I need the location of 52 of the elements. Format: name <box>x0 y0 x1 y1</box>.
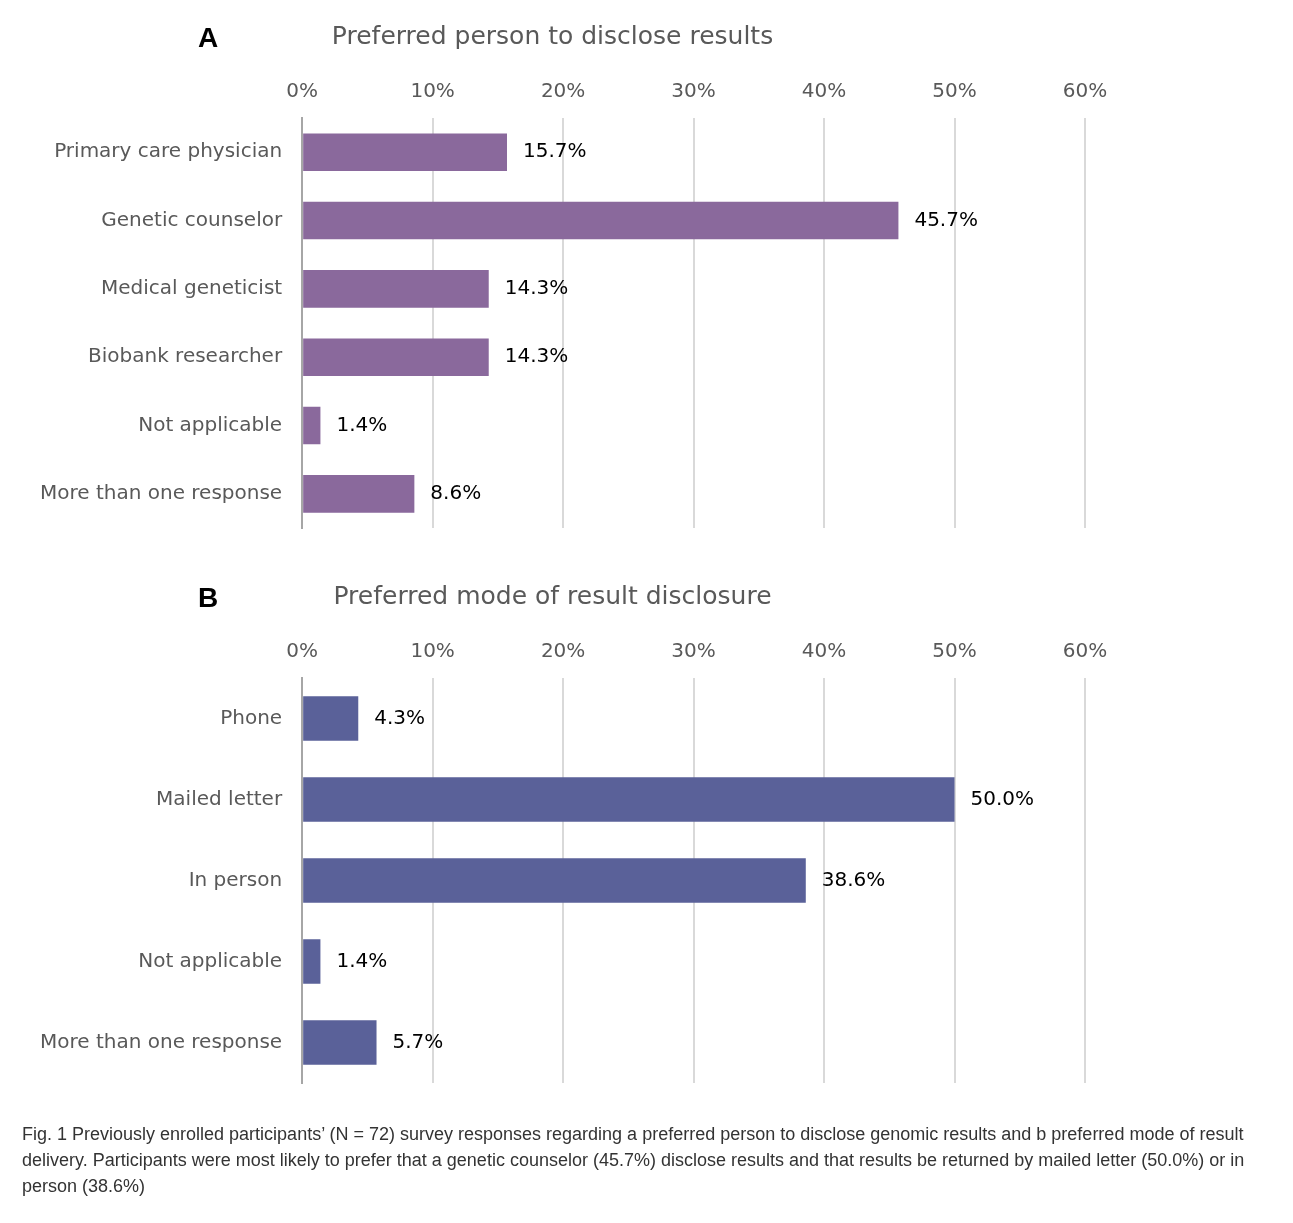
y-tick-label: Biobank researcher <box>88 343 283 368</box>
x-tick-label: 30% <box>671 638 716 663</box>
x-tick-label: 60% <box>1062 78 1108 103</box>
bar <box>303 133 507 171</box>
y-tick-label: In person <box>188 866 283 891</box>
bar <box>303 475 415 513</box>
data-label: 8.6% <box>430 480 482 505</box>
bar <box>303 939 321 984</box>
text: B <box>198 582 219 614</box>
x-tick-label: 0% <box>286 78 319 103</box>
x-tick-label: 40% <box>801 638 847 663</box>
x-tick-label: 30% <box>671 78 716 103</box>
bar <box>303 696 359 741</box>
y-tick-label: Primary care physician <box>54 138 283 163</box>
data-label: 45.7% <box>914 206 978 231</box>
data-label: 5.7% <box>392 1028 444 1053</box>
y-tick-label: Genetic counselor <box>101 206 283 231</box>
x-tick-label: 50% <box>932 638 977 663</box>
x-tick-label: 0% <box>286 638 319 663</box>
x-tick-label: 20% <box>540 638 586 663</box>
x-tick-label: 40% <box>801 78 847 103</box>
bar <box>303 777 955 822</box>
x-tick-label: 20% <box>540 78 586 103</box>
x-tick-label: 60% <box>1062 638 1108 663</box>
x-tick-label: 10% <box>410 638 455 663</box>
data-label: 1.4% <box>336 947 388 972</box>
chart-title: Preferred person to disclose results <box>331 20 774 50</box>
data-label: 50.0% <box>970 785 1035 810</box>
bar <box>303 858 806 903</box>
chart-title: Preferred mode of result disclosure <box>333 580 772 610</box>
y-tick-label: Medical geneticist <box>100 275 283 300</box>
y-tick-label: More than one response <box>39 480 283 505</box>
caption: Fig. 1 Previously enrolled participants’ (N = 72) survey responses regarding a preferred person to disclose genomic results and b preferred mode of result delivery. Participants were most likely to prefer that a genetic counselor (45.7%) disclose results and that results be returned by mailed letter (50.0%) or in person (38.6%) <box>21 1123 1246 1198</box>
bar <box>303 201 899 240</box>
x-tick-label: 10% <box>410 78 455 103</box>
text: A <box>198 22 219 54</box>
data-label: 14.3% <box>504 343 569 368</box>
x-tick-label: 50% <box>932 78 977 103</box>
data-label: 15.7% <box>523 138 587 163</box>
y-tick-label: More than one response <box>39 1028 283 1053</box>
data-label: 1.4% <box>336 411 388 436</box>
y-tick-label: Mailed letter <box>156 785 283 810</box>
data-label: 4.3% <box>374 704 426 729</box>
bar <box>303 1020 377 1065</box>
y-tick-label: Not applicable <box>138 411 283 436</box>
y-tick-label: Not applicable <box>138 947 283 972</box>
y-tick-label: Phone <box>220 704 283 729</box>
data-label: 14.3% <box>504 275 569 300</box>
data-label: 38.6% <box>821 866 886 891</box>
bar <box>303 270 489 308</box>
bar <box>303 406 321 445</box>
bar <box>303 338 489 376</box>
